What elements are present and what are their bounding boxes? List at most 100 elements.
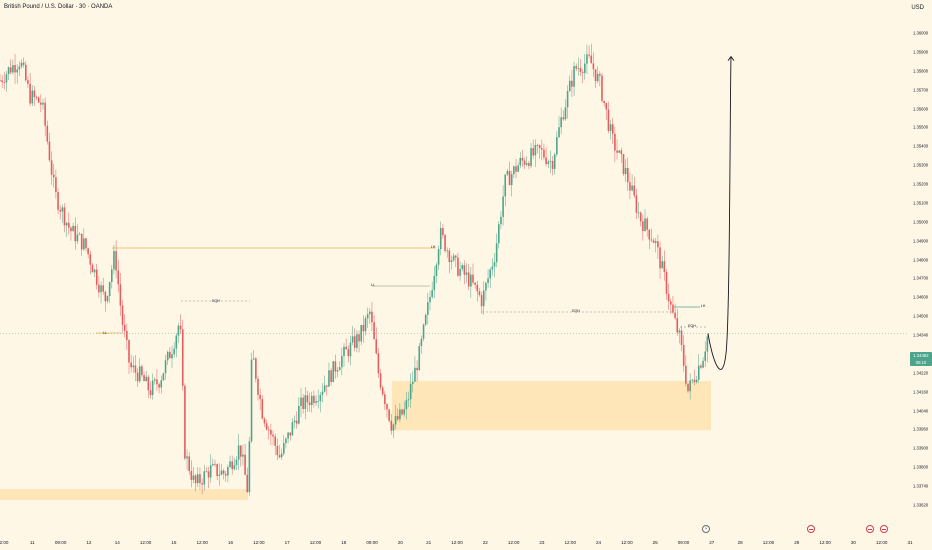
candle-body (536, 145, 539, 146)
candle-body (412, 381, 414, 384)
candle-body (257, 378, 259, 395)
candle-body (283, 443, 285, 454)
candle-body (676, 318, 679, 333)
candle-body (57, 192, 59, 210)
candle-body (452, 255, 455, 261)
candle-body (665, 271, 668, 294)
candle-body (427, 302, 429, 315)
economic-event-icon[interactable] (866, 525, 874, 533)
candle-body (179, 325, 182, 330)
candle-body (629, 182, 631, 191)
candle-body (534, 145, 537, 156)
time-tick-label: 12:00 (451, 540, 463, 545)
candle-body (560, 117, 562, 128)
candle-body (121, 305, 124, 325)
candle-body (68, 222, 70, 228)
candle-body (448, 250, 451, 263)
candle-body (592, 63, 595, 70)
candle-body (293, 420, 296, 423)
candle-body (33, 90, 36, 97)
candle-body (224, 473, 227, 476)
candle-body (661, 261, 663, 269)
price-tick-label: 1.34160 (913, 389, 929, 395)
time-tick-label: 31 (907, 540, 913, 545)
candle-body (16, 69, 18, 73)
candle-body (145, 376, 147, 382)
candle-body (474, 282, 476, 285)
candle-body (657, 241, 659, 248)
candle-body (414, 367, 416, 382)
candle-body (27, 80, 29, 84)
candle-body (472, 274, 474, 283)
bar-countdown: 05:10 (915, 360, 927, 365)
candle-body (89, 254, 92, 265)
candle-body (446, 250, 448, 252)
candle-body (444, 235, 446, 251)
time-tick-label: 20 (397, 540, 403, 545)
candle-body (5, 74, 8, 83)
candle-body (201, 483, 203, 485)
economic-event-icon[interactable] (807, 525, 815, 533)
candle-body (35, 96, 38, 98)
economic-event-icon[interactable] (880, 525, 888, 533)
candle-body (506, 170, 509, 175)
candle-body (274, 436, 276, 446)
candle-body (190, 471, 193, 480)
candle-body (390, 420, 393, 431)
candle-body (222, 470, 225, 474)
candle-body (482, 290, 485, 307)
candle-body (437, 249, 440, 265)
candle-body (220, 470, 223, 475)
candle-body (463, 265, 466, 275)
price-chart[interactable] (0, 0, 908, 536)
candle-body (530, 148, 532, 166)
candle-body (308, 402, 311, 405)
candle-body (379, 373, 382, 388)
candle-body (584, 63, 586, 73)
candle-body (431, 290, 433, 298)
candle-body (149, 390, 152, 396)
candle-body (46, 125, 49, 142)
candle-body (457, 257, 459, 276)
candle-body (295, 420, 298, 424)
candle-body (521, 157, 524, 161)
candle-body (588, 54, 590, 56)
candle-body (442, 228, 444, 236)
candle-body (498, 224, 500, 244)
candle-body (338, 367, 341, 371)
candle-body (541, 148, 543, 150)
candle-body (306, 395, 309, 403)
candle-body (409, 383, 412, 400)
candle-body (212, 463, 214, 466)
candle-body (519, 157, 522, 166)
candle-body (42, 102, 44, 105)
price-tick-label: 1.34220 (913, 370, 929, 376)
candle-body (192, 475, 195, 480)
candle-body (272, 434, 274, 437)
candle-body (259, 394, 261, 400)
candle-body (55, 177, 57, 193)
candle-body (29, 83, 31, 104)
candle-body (586, 54, 588, 64)
time-tick-label: 24 (596, 540, 602, 545)
candle-body (267, 429, 270, 431)
candle-body (603, 100, 605, 104)
chart-area[interactable] (0, 0, 908, 536)
time-tick-label: 12:00 (309, 540, 322, 545)
candle-body (386, 404, 388, 410)
price-tick-label: 1.36000 (913, 30, 929, 36)
candle-body (480, 295, 483, 307)
candle-body (341, 356, 343, 368)
price-tick-label: 1.35100 (913, 200, 929, 206)
candle-body (276, 445, 279, 456)
candle-body (418, 345, 421, 371)
flash-icon[interactable]: ⚡ (702, 525, 710, 533)
candle-body (181, 329, 184, 386)
candle-body (300, 397, 302, 407)
candle-body (209, 465, 212, 478)
candle-body (61, 207, 64, 212)
projection-path (707, 56, 732, 370)
candle-body (270, 429, 272, 435)
candle-body (298, 406, 300, 424)
candle-body (229, 461, 231, 467)
